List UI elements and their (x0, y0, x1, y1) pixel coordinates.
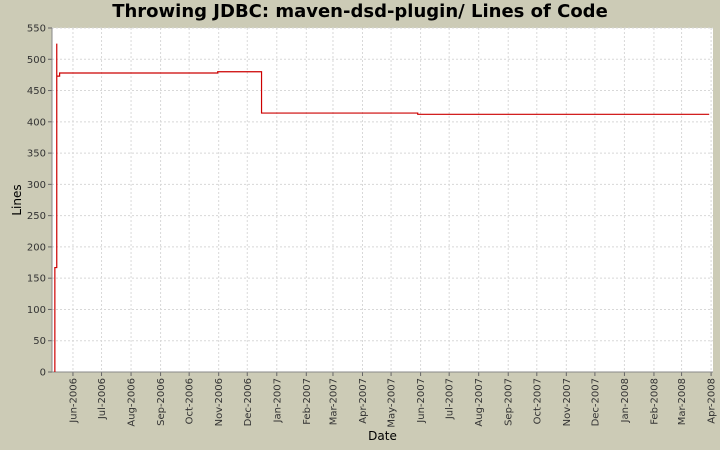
x-tick-label: Jan-2008 (620, 378, 631, 423)
y-tick-label: 550 (27, 24, 46, 35)
series-layer (54, 43, 710, 372)
x-tick-label: Nov-2007 (562, 378, 573, 426)
y-tick-label: 300 (27, 180, 46, 191)
x-tick-label: Jul-2007 (445, 378, 456, 420)
x-axis-label: Date (368, 429, 397, 443)
y-tick-label: 350 (27, 149, 46, 160)
x-tick-label: Dec-2006 (243, 378, 254, 426)
x-tick-label: Nov-2006 (214, 378, 225, 426)
plot-area (52, 28, 713, 372)
x-tick-label: Dec-2007 (590, 378, 601, 426)
x-tick-label: Jun-2007 (416, 378, 427, 424)
axes-layer: 0 50 100 150 200 250 300 350 400 450 500 550 Jun-200… (27, 24, 718, 428)
x-tick-label: Mar-2008 (677, 378, 688, 425)
grid-layer (52, 27, 713, 373)
series-line (54, 43, 710, 372)
x-tick-label: Aug-2007 (474, 378, 485, 427)
x-tick-label: Oct-2007 (532, 378, 543, 424)
y-tick-label: 0 (40, 368, 46, 379)
y-tick-label: 400 (27, 117, 46, 128)
x-tick-label: Feb-2008 (649, 378, 660, 425)
x-tick-label: Aug-2006 (127, 378, 138, 427)
x-tick-label: Mar-2007 (328, 378, 339, 425)
y-axis-label: Lines (10, 184, 24, 215)
x-tick-label: Jun-2006 (68, 378, 79, 424)
y-tick-label: 250 (27, 211, 46, 222)
chart-title: Throwing JDBC: maven-dsd-plugin/ Lines o… (112, 1, 608, 22)
y-tick-label: 200 (27, 242, 46, 253)
x-tick-label: Jan-2007 (272, 378, 283, 423)
x-tick-label: Feb-2007 (302, 378, 313, 425)
x-tick-label: Jul-2006 (97, 378, 108, 420)
x-tick-label: Oct-2006 (185, 378, 196, 424)
x-tick-label: Apr-2008 (707, 378, 718, 424)
y-tick-label: 100 (27, 305, 46, 316)
x-tick-label: May-2007 (387, 378, 398, 428)
x-tick-label: Sep-2007 (504, 378, 515, 426)
y-tick-label: 450 (27, 86, 46, 97)
y-tick-label: 50 (33, 336, 46, 347)
x-tick-label: Sep-2006 (156, 378, 167, 426)
y-tick-label: 150 (27, 274, 46, 285)
x-tick-label: Apr-2007 (358, 378, 369, 424)
y-tick-label: 500 (27, 55, 46, 66)
